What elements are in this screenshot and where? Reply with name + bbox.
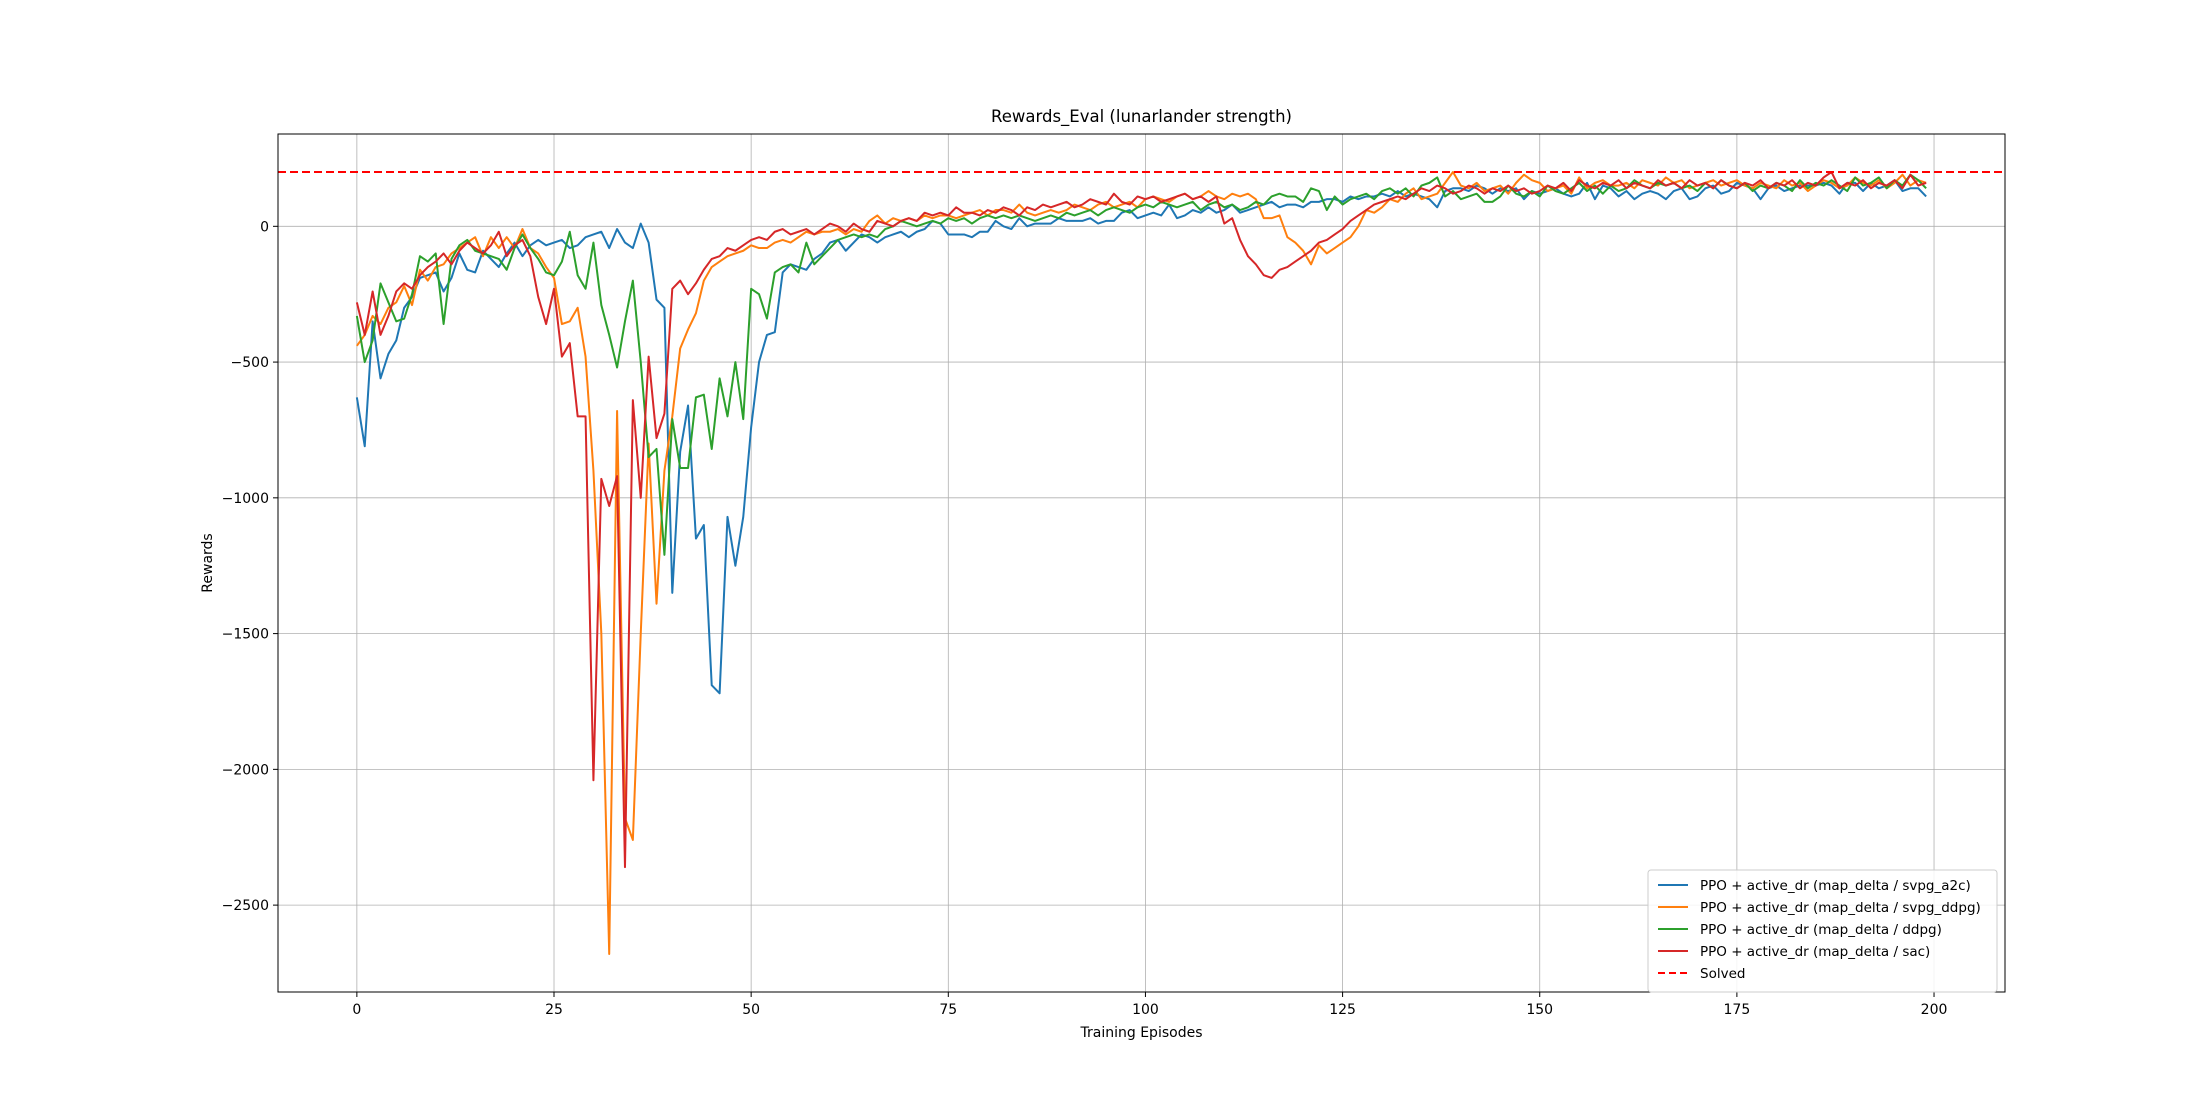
series-line-1 [356,171,1927,955]
series-line-3 [355,171,1927,869]
legend-label: PPO + active_dr (map_delta / svpg_ddpg) [1700,900,1981,916]
legend: PPO + active_dr (map_delta / svpg_a2c) PP… [1647,869,1998,993]
x-tick-label: 0 [352,1002,361,1018]
x-tick-label: 25 [545,1002,563,1018]
x-axis-ticks: 0 25 50 75 100 125 150 175 200 [352,992,1947,1018]
y-axis-label: Rewards [200,533,216,592]
y-tick-label: −1500 [222,627,269,643]
x-tick-label: 125 [1329,1002,1356,1018]
legend-label: PPO + active_dr (map_delta / svpg_a2c) [1700,878,1971,894]
x-tick-label: 75 [939,1002,957,1018]
chart-title: Rewards_Eval (lunarlander strength) [991,107,1292,127]
series-line-0 [355,179,1927,695]
grid [278,134,2005,992]
x-tick-label: 50 [742,1002,760,1018]
y-tick-label: −1000 [222,491,269,507]
x-tick-label: 150 [1526,1002,1553,1018]
x-tick-label: 100 [1132,1002,1159,1018]
x-axis-label: Training Episodes [1080,1025,1203,1041]
legend-box [1647,869,1998,993]
x-tick-label: 200 [1921,1002,1948,1018]
y-tick-label: −2500 [222,898,269,914]
plot-area-frame [277,133,2006,993]
legend-label: PPO + active_dr (map_delta / sac) [1700,944,1930,960]
y-tick-label: −500 [231,355,269,371]
legend-label: Solved [1700,966,1745,982]
legend-label: PPO + active_dr (map_delta / ddpg) [1700,922,1942,938]
y-tick-label: −2000 [222,762,269,778]
x-tick-label: 175 [1724,1002,1751,1018]
y-tick-label: 0 [260,219,269,235]
y-axis-ticks: −2500 −2000 −1500 −1000 −500 0 [222,219,278,914]
series-group [355,171,1927,955]
